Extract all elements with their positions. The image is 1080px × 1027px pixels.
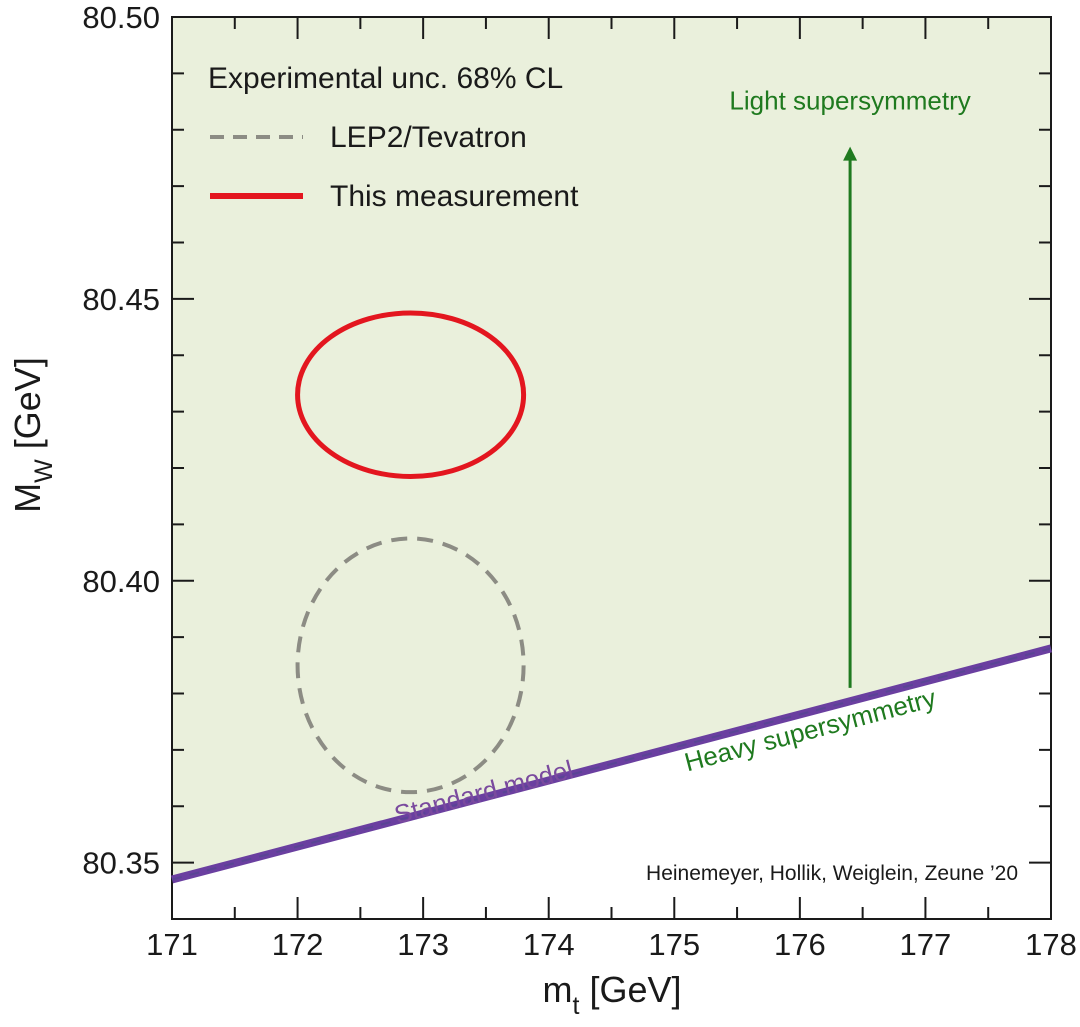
x-axis-title: mt [GeV] bbox=[543, 969, 682, 1020]
standard-model-line-dash bbox=[171, 647, 1052, 881]
supersymmetry-region bbox=[172, 17, 1051, 880]
lep2-tevatron-ellipse bbox=[295, 536, 526, 795]
light-supersymmetry-label: Light supersymmetry bbox=[729, 86, 970, 116]
y-tick-label: 80.50 bbox=[82, 0, 160, 35]
y-axis-title-group: MW [GeV] bbox=[7, 357, 58, 513]
x-tick-label: 173 bbox=[397, 927, 449, 962]
y-tick-label: 80.40 bbox=[82, 564, 160, 599]
x-tick-label: 178 bbox=[1025, 927, 1077, 962]
x-tick-label: 175 bbox=[648, 927, 700, 962]
x-tick-label: 172 bbox=[272, 927, 324, 962]
this-measurement-ellipse bbox=[295, 310, 527, 479]
x-tick-label: 177 bbox=[900, 927, 952, 962]
x-tick-label: 171 bbox=[146, 927, 198, 962]
legend-entry-label: This measurement bbox=[330, 180, 579, 213]
legend-title: Experimental unc. 68% CL bbox=[208, 62, 563, 95]
legend-entry-label: LEP2/Tevatron bbox=[330, 121, 527, 154]
x-tick-label: 174 bbox=[523, 927, 575, 962]
credit-text: Heinemeyer, Hollik, Weiglein, Zeune ’20 bbox=[646, 862, 1018, 885]
y-tick-label: 80.45 bbox=[82, 282, 160, 317]
y-tick-label: 80.35 bbox=[82, 846, 160, 881]
susy-arrow-head bbox=[843, 146, 858, 161]
x-tick-label: 176 bbox=[774, 927, 826, 962]
y-axis-title: MW [GeV] bbox=[7, 357, 58, 513]
